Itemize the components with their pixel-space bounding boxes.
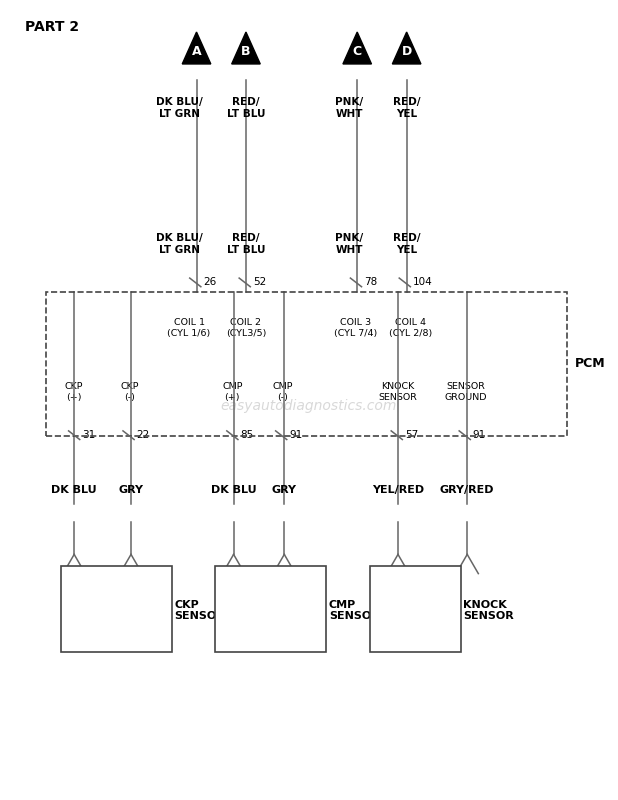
Bar [61,566,172,652]
Text: COIL 1
(CYL 1/6): COIL 1 (CYL 1/6) [167,318,211,338]
Text: COIL 3
(CYL 7/4): COIL 3 (CYL 7/4) [334,318,378,338]
Text: RED/
YEL: RED/ YEL [393,98,420,118]
Text: PNK/
WHT: PNK/ WHT [335,98,363,118]
Text: PART 2: PART 2 [25,20,79,34]
Text: 22: 22 [137,430,150,440]
Text: B: B [241,45,251,58]
Text: DK BLU/
LT GRN: DK BLU/ LT GRN [156,98,203,118]
Text: DK BLU: DK BLU [51,485,97,494]
Text: 52: 52 [253,278,266,287]
Polygon shape [343,32,371,64]
Text: CMP
(-): CMP (-) [273,382,294,402]
Text: CMP
(+): CMP (+) [222,382,243,402]
Text: COIL 2
(CYL3/5): COIL 2 (CYL3/5) [226,318,266,338]
Text: PNK/
WHT: PNK/ WHT [335,234,363,254]
Text: DK BLU/
LT GRN: DK BLU/ LT GRN [156,234,203,254]
Text: GRY/RED: GRY/RED [440,485,494,494]
Polygon shape [232,32,260,64]
Text: PCM: PCM [575,358,606,370]
Text: 85: 85 [240,430,253,440]
Text: D: D [402,45,412,58]
Text: C: C [353,45,362,58]
Text: CMP
SENSOR: CMP SENSOR [329,600,379,621]
Text: 78: 78 [364,278,377,287]
Text: KNOCK
SENSOR: KNOCK SENSOR [379,382,417,402]
Text: RED/
YEL: RED/ YEL [393,234,420,254]
Text: GRY: GRY [272,485,297,494]
Bar [215,566,326,652]
Text: YEL/RED: YEL/RED [372,485,424,494]
Text: A: A [192,45,201,58]
Text: 91: 91 [473,430,486,440]
Text: CKP
(-): CKP (-) [121,382,139,402]
Text: RED/
LT BLU: RED/ LT BLU [227,234,265,254]
Bar [370,566,461,652]
Text: 26: 26 [203,278,216,287]
Text: 57: 57 [405,430,418,440]
Text: RED/
LT BLU: RED/ LT BLU [227,98,265,118]
Text: 104: 104 [413,278,433,287]
Text: KNOCK
SENSOR: KNOCK SENSOR [464,600,514,621]
Polygon shape [392,32,421,64]
Text: CKP
(+): CKP (+) [65,382,83,402]
Text: DK BLU: DK BLU [211,485,256,494]
Text: easyautodiagnostics.com: easyautodiagnostics.com [221,399,397,414]
Text: COIL 4
(CYL 2/8): COIL 4 (CYL 2/8) [389,318,433,338]
Text: 31: 31 [82,430,95,440]
Text: 91: 91 [289,430,302,440]
Text: SENSOR
GROUND: SENSOR GROUND [445,382,487,402]
Text: GRY: GRY [119,485,143,494]
Polygon shape [182,32,211,64]
Text: CKP
SENSOR: CKP SENSOR [174,600,225,621]
